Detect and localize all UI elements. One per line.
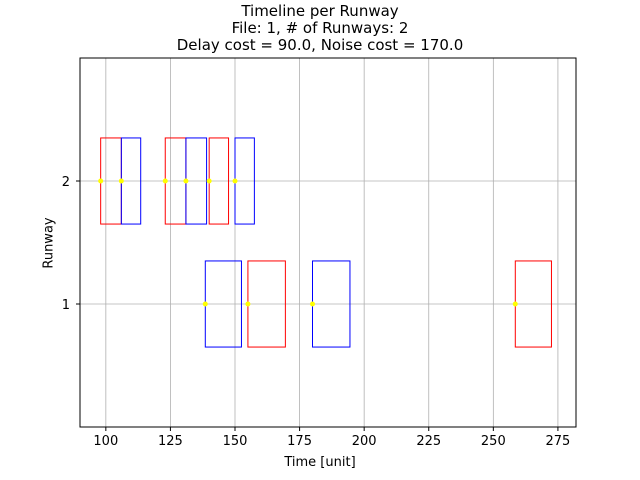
x-tick-label: 250: [481, 434, 506, 449]
start-point-marker: [98, 178, 104, 184]
start-point-marker: [162, 178, 168, 184]
x-tick-label: 175: [287, 434, 312, 449]
interval-boxes: [100, 137, 552, 348]
x-tick-label: 225: [416, 434, 441, 449]
start-point-marker: [118, 178, 124, 184]
chart-title-line-3: Delay cost = 90.0, Noise cost = 170.0: [176, 36, 464, 54]
x-tick-label: 125: [158, 434, 183, 449]
start-point-marker: [232, 178, 238, 184]
x-tick-label: 100: [93, 434, 118, 449]
start-point-marker: [202, 301, 208, 307]
start-point-marker: [183, 178, 189, 184]
x-axis-label: Time [unit]: [284, 455, 356, 470]
start-point-marker: [245, 301, 251, 307]
x-tick-label: 275: [546, 434, 571, 449]
y-axis-label: Runway: [41, 217, 57, 269]
x-tick-label: 150: [223, 434, 248, 449]
start-point-marker: [512, 301, 518, 307]
start-points: [98, 178, 518, 307]
chart-title-line-1: Timeline per Runway: [241, 2, 399, 20]
axis-ticks: 100 125 150 175 200 225 250 275 1 2: [62, 175, 571, 449]
start-point-marker: [310, 301, 315, 307]
y-tick-label: 2: [62, 175, 70, 190]
grid: [80, 58, 576, 427]
plot-area-frame: [79, 57, 577, 428]
chart-title-line-2: File: 1, # of Runways: 2: [231, 19, 409, 37]
start-point-marker: [206, 178, 212, 184]
y-tick-label: 1: [62, 298, 70, 313]
x-tick-label: 200: [352, 434, 377, 449]
